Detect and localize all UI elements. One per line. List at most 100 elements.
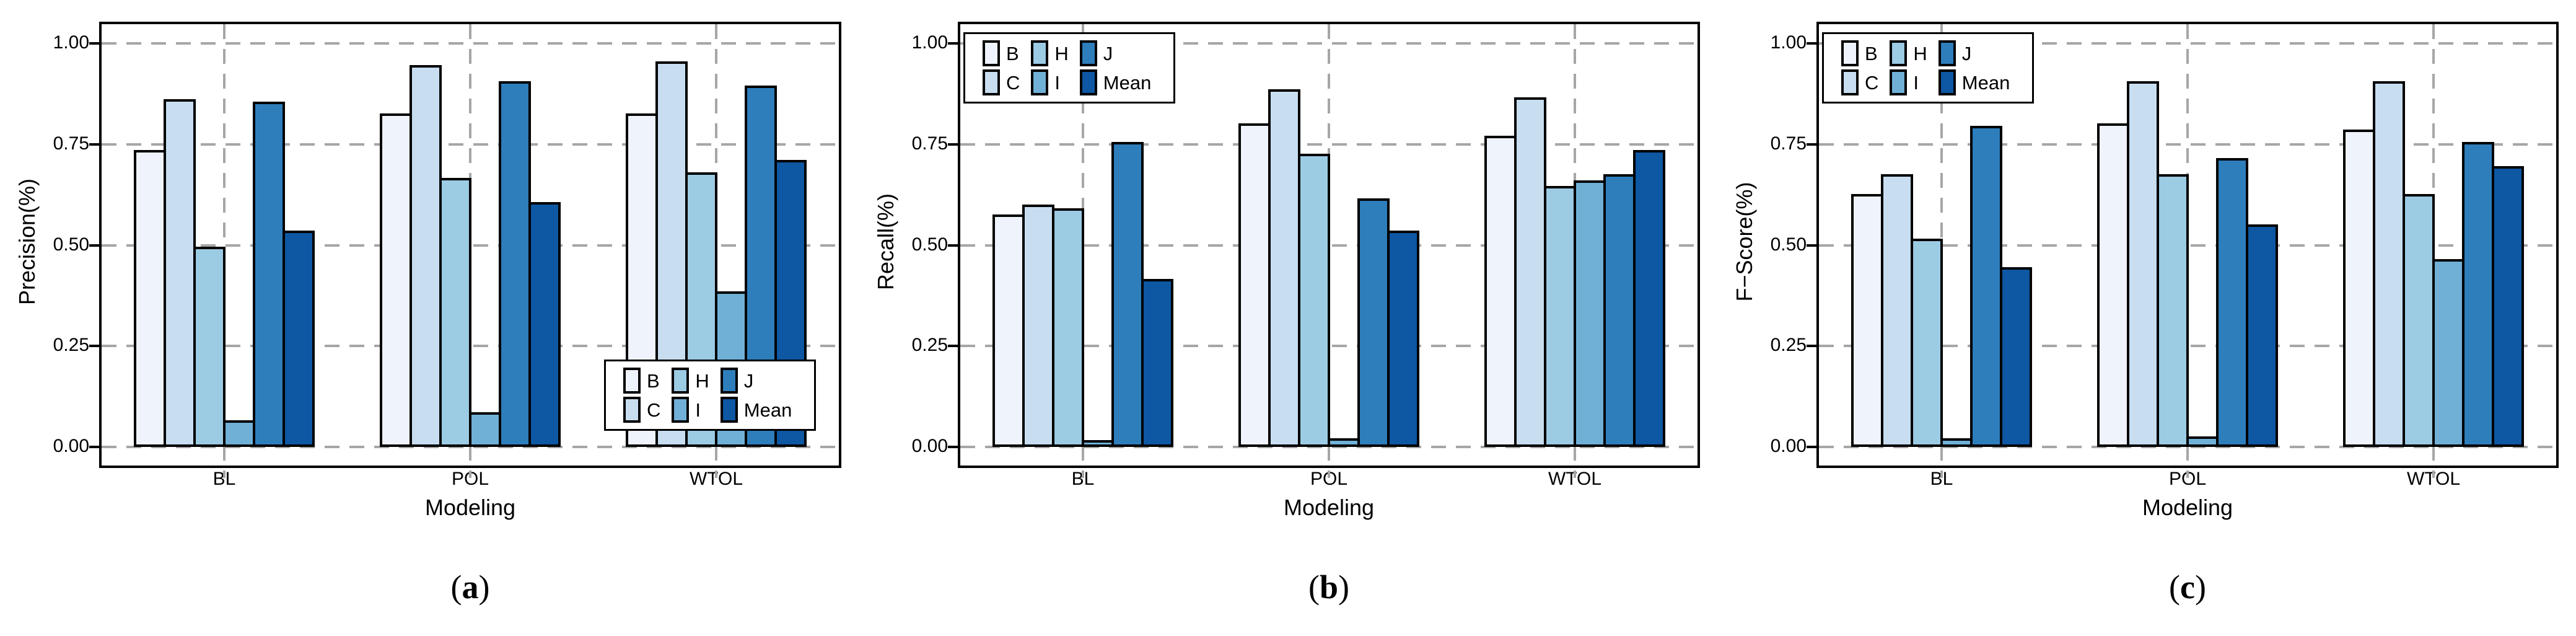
y-tick-label: 0.50 xyxy=(1770,234,1807,255)
bar-J-BL xyxy=(1970,126,2002,447)
legend-label: B xyxy=(1006,42,1019,64)
bar-group-WTOL xyxy=(1484,97,1665,447)
legend-swatch-icon xyxy=(983,40,1000,66)
bar-H-BL xyxy=(1911,239,1943,447)
legend-swatch-icon xyxy=(1031,69,1049,95)
bar-B-BL xyxy=(134,150,166,447)
bar-B-POL xyxy=(2097,123,2129,447)
chart-panel-fscore: F−Score(%) Modeling (c) 1.00 0.75 0.50 0.25… xyxy=(1717,0,2576,636)
legend-label: H xyxy=(695,369,709,392)
bar-J-POL xyxy=(499,81,531,447)
bar-H-POL xyxy=(1298,154,1330,447)
bar-C-BL xyxy=(1881,174,1913,447)
legend: B C H I J Mean xyxy=(604,360,817,431)
legend-label: C xyxy=(1865,71,1879,94)
subfigure-caption: (a) xyxy=(450,568,490,606)
y-tick-mark xyxy=(1807,446,1819,448)
y-tick-mark xyxy=(89,244,102,247)
legend-swatch-icon xyxy=(1079,40,1097,66)
bar-C-WTOL xyxy=(2373,81,2405,447)
bar-B-BL xyxy=(992,214,1025,447)
bar-I-WTOL xyxy=(1574,180,1606,447)
y-tick-label: 0.50 xyxy=(53,234,89,255)
y-tick-label: 0.50 xyxy=(911,234,948,255)
legend-label: I xyxy=(1054,71,1061,94)
bar-Mean-POL xyxy=(1387,231,1419,447)
legend-column: J Mean xyxy=(1079,40,1152,95)
bar-group-WTOL xyxy=(2343,81,2524,447)
legend-label: J xyxy=(743,369,754,392)
legend-swatch-icon xyxy=(1031,40,1049,66)
bar-group-POL xyxy=(1238,89,1419,447)
legend-entry-I: I xyxy=(1031,69,1068,95)
bar-Mean-BL xyxy=(1141,279,1173,447)
y-tick-mark xyxy=(1807,345,1819,348)
y-tick-label: 0.75 xyxy=(53,133,89,154)
bar-Mean-WTOL xyxy=(1633,150,1665,447)
bar-I-POL xyxy=(2186,436,2219,447)
bar-I-BL xyxy=(223,420,255,447)
legend-entry-B: B xyxy=(1841,40,1878,66)
bar-H-BL xyxy=(1052,208,1084,447)
y-tick-mark xyxy=(89,446,102,448)
legend-swatch-icon xyxy=(1890,69,1908,95)
y-tick-label: 1.00 xyxy=(911,32,948,53)
legend-swatch-icon xyxy=(1079,69,1097,95)
legend-label: Mean xyxy=(1103,71,1152,94)
bar-Mean-BL xyxy=(283,231,315,447)
subfigure-caption: (c) xyxy=(2169,568,2206,606)
bar-C-POL xyxy=(1268,89,1300,447)
bar-group-BL xyxy=(134,99,315,447)
legend-label: I xyxy=(695,399,701,421)
legend-entry-B: B xyxy=(623,368,660,394)
legend-entry-B: B xyxy=(983,40,1020,66)
bar-J-POL xyxy=(2216,158,2248,447)
bar-group-POL xyxy=(380,65,561,447)
bar-H-POL xyxy=(439,178,471,447)
caption-letter: b xyxy=(1319,568,1339,606)
legend-swatch-icon xyxy=(623,368,641,394)
legend-label: H xyxy=(1913,42,1927,64)
bar-Mean-POL xyxy=(528,202,561,447)
legend-entry-C: C xyxy=(1841,69,1878,95)
legend-swatch-icon xyxy=(672,368,690,394)
x-axis-label: Modeling xyxy=(1283,495,1375,520)
y-tick-mark xyxy=(948,143,960,146)
subfigure-caption: (b) xyxy=(1308,568,1350,606)
legend-entry-C: C xyxy=(983,69,1020,95)
legend-label: Mean xyxy=(1961,71,2010,94)
y-tick-label: 0.25 xyxy=(1770,335,1807,356)
y-tick-label: 0.75 xyxy=(911,133,948,154)
legend-entry-C: C xyxy=(623,397,660,423)
legend-swatch-icon xyxy=(720,397,738,423)
y-tick-mark xyxy=(89,345,102,348)
y-tick-mark xyxy=(948,244,960,247)
bar-I-WTOL xyxy=(2432,259,2464,447)
bar-J-WTOL xyxy=(1603,174,1636,447)
legend-swatch-icon xyxy=(1841,69,1859,95)
legend-swatch-icon xyxy=(983,69,1000,95)
legend-entry-Mean: Mean xyxy=(1938,69,2010,95)
bar-B-POL xyxy=(380,113,412,447)
bar-H-POL xyxy=(2157,174,2189,447)
y-tick-mark xyxy=(1807,42,1819,45)
bar-I-BL xyxy=(1082,440,1114,447)
legend-label: C xyxy=(647,399,661,421)
y-tick-label: 1.00 xyxy=(1770,32,1807,53)
legend: B C H I J Mean xyxy=(963,32,1176,104)
y-tick-label: 0.00 xyxy=(1770,436,1807,456)
y-tick-label: 0.25 xyxy=(911,335,948,356)
legend-entry-H: H xyxy=(672,368,709,394)
legend-swatch-icon xyxy=(1938,40,1956,66)
legend-label: I xyxy=(1913,71,1919,94)
legend-entry-H: H xyxy=(1031,40,1069,66)
legend-label: B xyxy=(1865,42,1878,64)
x-axis-label: Modeling xyxy=(2142,495,2233,520)
legend-label: J xyxy=(1961,42,1972,64)
bar-J-POL xyxy=(1357,198,1390,447)
bar-I-POL xyxy=(1328,438,1360,447)
legend-label: C xyxy=(1006,71,1020,94)
